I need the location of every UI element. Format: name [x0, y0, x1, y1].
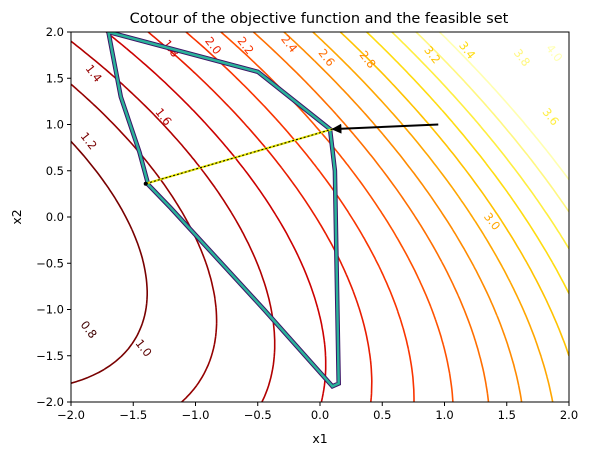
contour-label-15: 3.8: [511, 46, 533, 69]
contour-line-13: [366, 32, 569, 294]
x-tick-label: 1.5: [498, 408, 516, 422]
y-tick-label: 2.0: [46, 25, 64, 39]
y-tick-label: −0.5: [36, 256, 64, 270]
contour-labels: 0.81.01.21.41.61.8 2.0 2.2 2.42.6 2.83.03.2 3…: [78, 32, 566, 359]
y-tick-label: −2.0: [36, 395, 64, 409]
feasible-boundary-inner: [107, 32, 340, 388]
y-tick-label: 1.5: [46, 71, 64, 85]
x-tick-label: −1.0: [182, 408, 210, 422]
projection-point: [143, 181, 148, 186]
contour-line-15: [415, 32, 569, 213]
contour-lines: [71, 32, 569, 402]
contour-line-2: [71, 140, 148, 384]
contour-line-4: [71, 40, 276, 402]
x-tick-label: 2.0: [560, 408, 578, 422]
contour-label-0: 0.8: [78, 318, 100, 341]
x-tick-label: 0.5: [373, 408, 391, 422]
contour-label-2: 1.2: [78, 129, 100, 152]
y-tick-label: 1.0: [46, 118, 64, 132]
y-axis-label: x2: [9, 209, 24, 224]
y-tick-label: 0.5: [46, 164, 64, 178]
contour-label-16: 4.0: [543, 41, 565, 64]
feasible-set: [106, 32, 341, 390]
contour-label-13: 3.4: [456, 39, 478, 62]
contour-line-16: [438, 32, 569, 181]
x-axis-label: x1: [312, 431, 327, 446]
contour-label-7: 2.2: [235, 34, 257, 57]
x-tick-label: −2.0: [57, 408, 85, 422]
contour-label-12: 3.2: [421, 43, 443, 66]
contour-label-11: 3.0: [481, 210, 503, 233]
chart-title: Cotour of the objective function and the…: [130, 11, 509, 27]
contour-label-4: 1.6: [152, 105, 174, 128]
contour-label-6: 2.0: [202, 34, 224, 57]
x-tick-label: −0.5: [244, 408, 272, 422]
contour-label-1: 1.0: [132, 337, 154, 360]
y-tick-label: 0.0: [46, 210, 64, 224]
contour-line-10: [283, 32, 523, 402]
y-tick-label: −1.5: [36, 349, 64, 363]
contour-line-12: [339, 32, 569, 357]
x-tick-label: 0.0: [311, 408, 329, 422]
projection-segment: [145, 128, 333, 185]
x-tick-label: −1.5: [119, 408, 147, 422]
contour-label-8: 2.4: [278, 32, 300, 55]
x-tick-label: 1.0: [435, 408, 453, 422]
optimization-steps: [143, 123, 439, 186]
contour-line-11: [312, 32, 554, 402]
feasible-boundary-outer: [106, 32, 341, 390]
contour-line-9: [253, 32, 490, 402]
gradient-step-arrow: [331, 123, 439, 134]
x-axis-ticks: −2.0 −1.5 −1.0 −0.5 0.0 0.5 1.0 1.5 2.0: [57, 402, 578, 422]
contour-line-7: [185, 32, 415, 402]
y-axis-ticks: −2.0 −1.5 −1.0 −0.5 0.0 0.5 1.0 1.5 2.0: [36, 25, 71, 409]
y-tick-label: −1.0: [36, 303, 64, 317]
contour-label-14: 3.6: [540, 105, 562, 128]
contour-line-14: [391, 32, 569, 250]
contour-line-5: [105, 32, 327, 402]
